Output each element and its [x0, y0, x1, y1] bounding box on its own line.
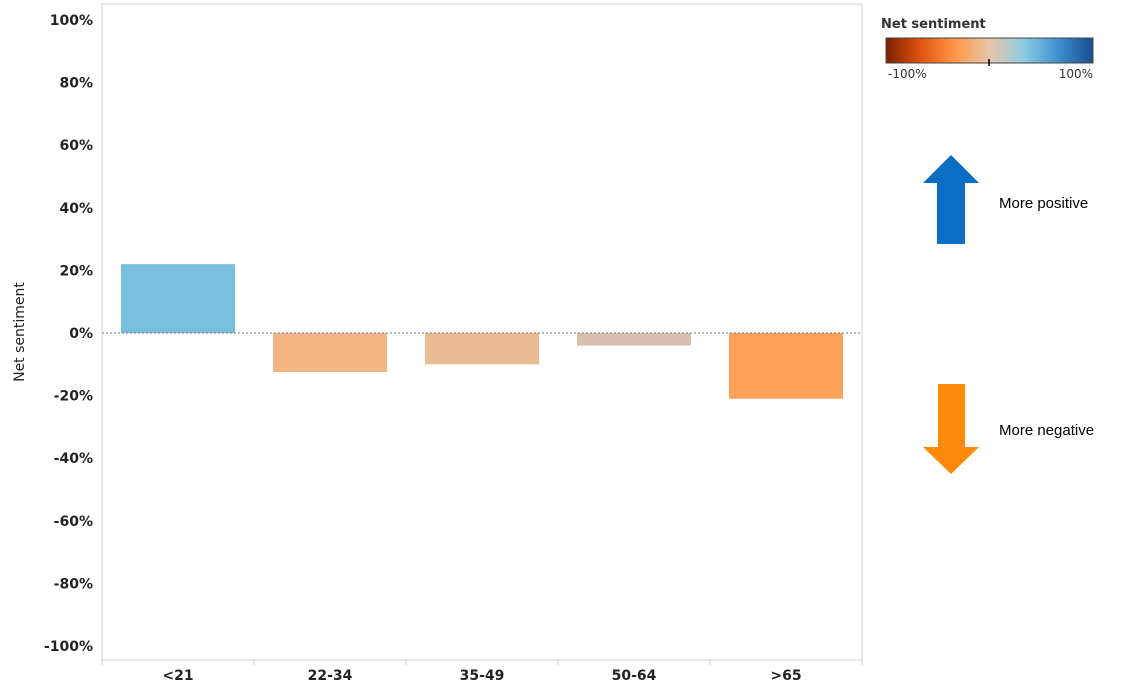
legend-min-label: -100% — [888, 67, 927, 81]
y-tick-labels: 100% 80% 60% 40% 20% 0% -20% -40% -60% -80% -100% — [44, 13, 93, 655]
x-tick-labels: <21 22-34 35-49 50-64 >65 — [162, 668, 801, 684]
negative-arrow-icon — [923, 384, 979, 474]
y-tick-label: 80% — [59, 76, 93, 92]
positive-arrow-icon — [923, 155, 979, 244]
bar — [121, 264, 235, 333]
legend-color-bar — [885, 37, 1094, 64]
x-tick-label: >65 — [770, 668, 801, 684]
x-tick-marks — [101, 660, 863, 665]
y-tick-label: -60% — [54, 514, 93, 530]
color-legend: Net sentiment -100% 100% — [881, 17, 1094, 81]
bar — [729, 333, 843, 399]
plot-frame — [101, 3, 863, 661]
y-tick-label: 40% — [59, 201, 93, 217]
x-tick-label: 50-64 — [612, 668, 657, 684]
bar — [425, 333, 539, 365]
y-tick-label: 60% — [59, 138, 93, 154]
y-tick-label: 0% — [69, 326, 93, 342]
bar — [577, 333, 691, 346]
bar — [273, 333, 387, 373]
x-tick-label: 35-49 — [460, 668, 505, 684]
y-tick-label: 20% — [59, 263, 93, 279]
y-tick-label: -40% — [54, 451, 93, 467]
x-tick-label: 22-34 — [308, 668, 353, 684]
positive-annotation: More positive — [999, 195, 1088, 212]
negative-annotation: More negative — [999, 422, 1094, 439]
legend-title: Net sentiment — [881, 17, 986, 32]
y-axis-title: Net sentiment — [12, 282, 28, 382]
x-tick-label: <21 — [162, 668, 193, 684]
y-tick-label: 100% — [50, 13, 93, 29]
legend-max-label: 100% — [1059, 67, 1093, 81]
y-tick-label: -80% — [54, 576, 93, 592]
y-tick-label: -20% — [54, 389, 93, 405]
y-tick-label: -100% — [44, 639, 93, 655]
bars — [121, 264, 843, 399]
